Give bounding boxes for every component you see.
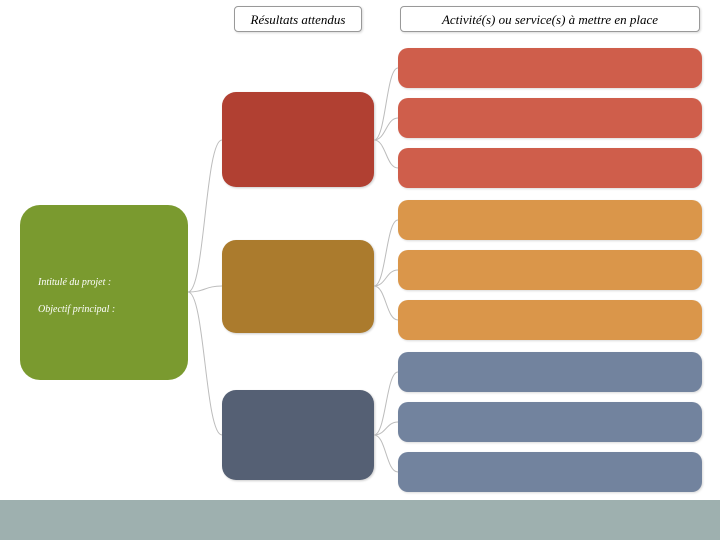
footer-bar	[0, 500, 720, 540]
activity-bar	[398, 48, 702, 88]
activity-bar	[398, 300, 702, 340]
result-box	[222, 92, 374, 187]
header-resultats: Résultats attendus	[234, 6, 362, 32]
activity-bar	[398, 452, 702, 492]
activity-bar	[398, 352, 702, 392]
activity-bar	[398, 98, 702, 138]
header-activites: Activité(s) ou service(s) à mettre en pl…	[400, 6, 700, 32]
project-objectif-label: Objectif principal :	[38, 304, 176, 315]
result-box	[222, 390, 374, 480]
project-intitule-label: Intitulé du projet :	[38, 277, 176, 288]
activity-bar	[398, 402, 702, 442]
project-box: Intitulé du projet : Objectif principal :	[20, 205, 188, 380]
activity-bar	[398, 200, 702, 240]
activity-bar	[398, 250, 702, 290]
activity-bar	[398, 148, 702, 188]
result-box	[222, 240, 374, 333]
